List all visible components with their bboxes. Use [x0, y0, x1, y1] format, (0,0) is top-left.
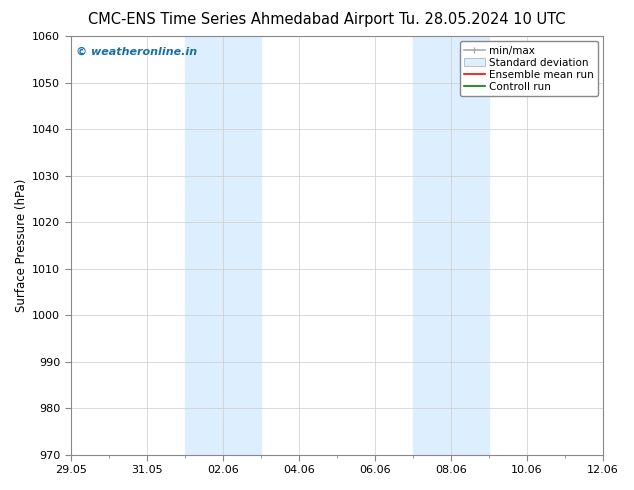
Text: Tu. 28.05.2024 10 UTC: Tu. 28.05.2024 10 UTC: [399, 12, 565, 27]
Y-axis label: Surface Pressure (hPa): Surface Pressure (hPa): [15, 179, 28, 312]
Bar: [413, 36, 489, 455]
Bar: [184, 36, 261, 455]
Legend: min/max, Standard deviation, Ensemble mean run, Controll run: min/max, Standard deviation, Ensemble me…: [460, 41, 598, 96]
Text: © weatheronline.in: © weatheronline.in: [76, 47, 197, 57]
Text: CMC-ENS Time Series Ahmedabad Airport: CMC-ENS Time Series Ahmedabad Airport: [88, 12, 394, 27]
